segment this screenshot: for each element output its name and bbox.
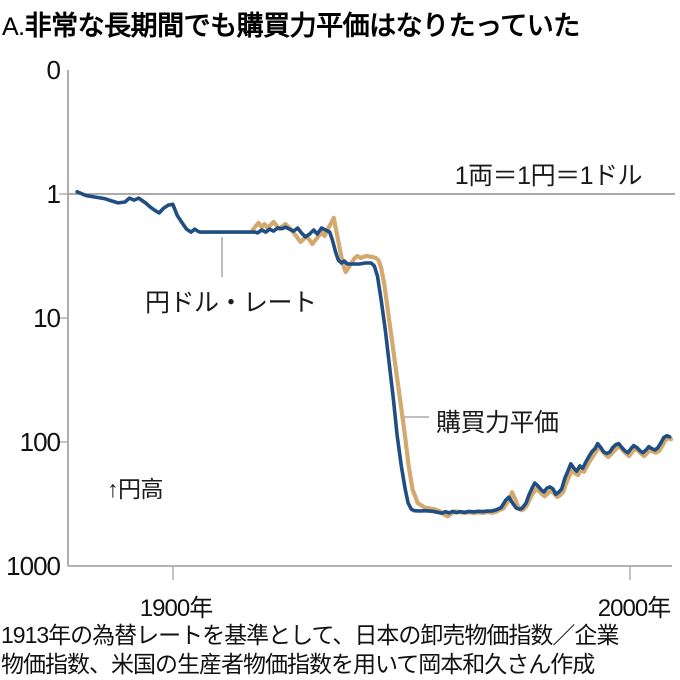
yen-appreciation-annotation: ↑円高 — [107, 476, 164, 502]
x-tick-label-2000: 2000年 — [597, 595, 671, 622]
y-tick-label-1: 1 — [46, 179, 61, 209]
chart-title-prefix: A. — [2, 13, 25, 41]
source-note-line2: 物価指数、米国の生産者物価指数を用いて岡本和久さん作成 — [1, 651, 595, 677]
chart-title-text: 非常な長期間でも購買力平価はなりたっていた — [24, 11, 581, 41]
rate-series-label: 円ドル・レート — [145, 289, 317, 317]
source-note-line1: 1913年の為替レートを基準として、日本の卸売物価指数／企業 — [1, 622, 619, 648]
source-note: 1913年の為替レートを基準として、日本の卸売物価指数／企業 物価指数、米国の生… — [1, 621, 680, 679]
rate-line — [75, 190, 672, 516]
y-tick-label-0: 0 — [46, 55, 61, 85]
x-tick-label-1900: 1900年 — [139, 595, 213, 622]
y-tick-label-10: 10 — [33, 303, 61, 333]
ppp-line — [250, 215, 674, 519]
chart-title: A.非常な長期間でも購買力平価はなりたっていた — [2, 4, 580, 43]
y-tick-label-100: 100 — [19, 427, 61, 457]
ppp-series-label: 購買力平価 — [436, 409, 559, 437]
y-tick-label-1000: 1000 — [6, 551, 61, 581]
series-group — [75, 190, 674, 519]
parity-annotation: 1両＝1円＝1ドル — [454, 162, 643, 190]
